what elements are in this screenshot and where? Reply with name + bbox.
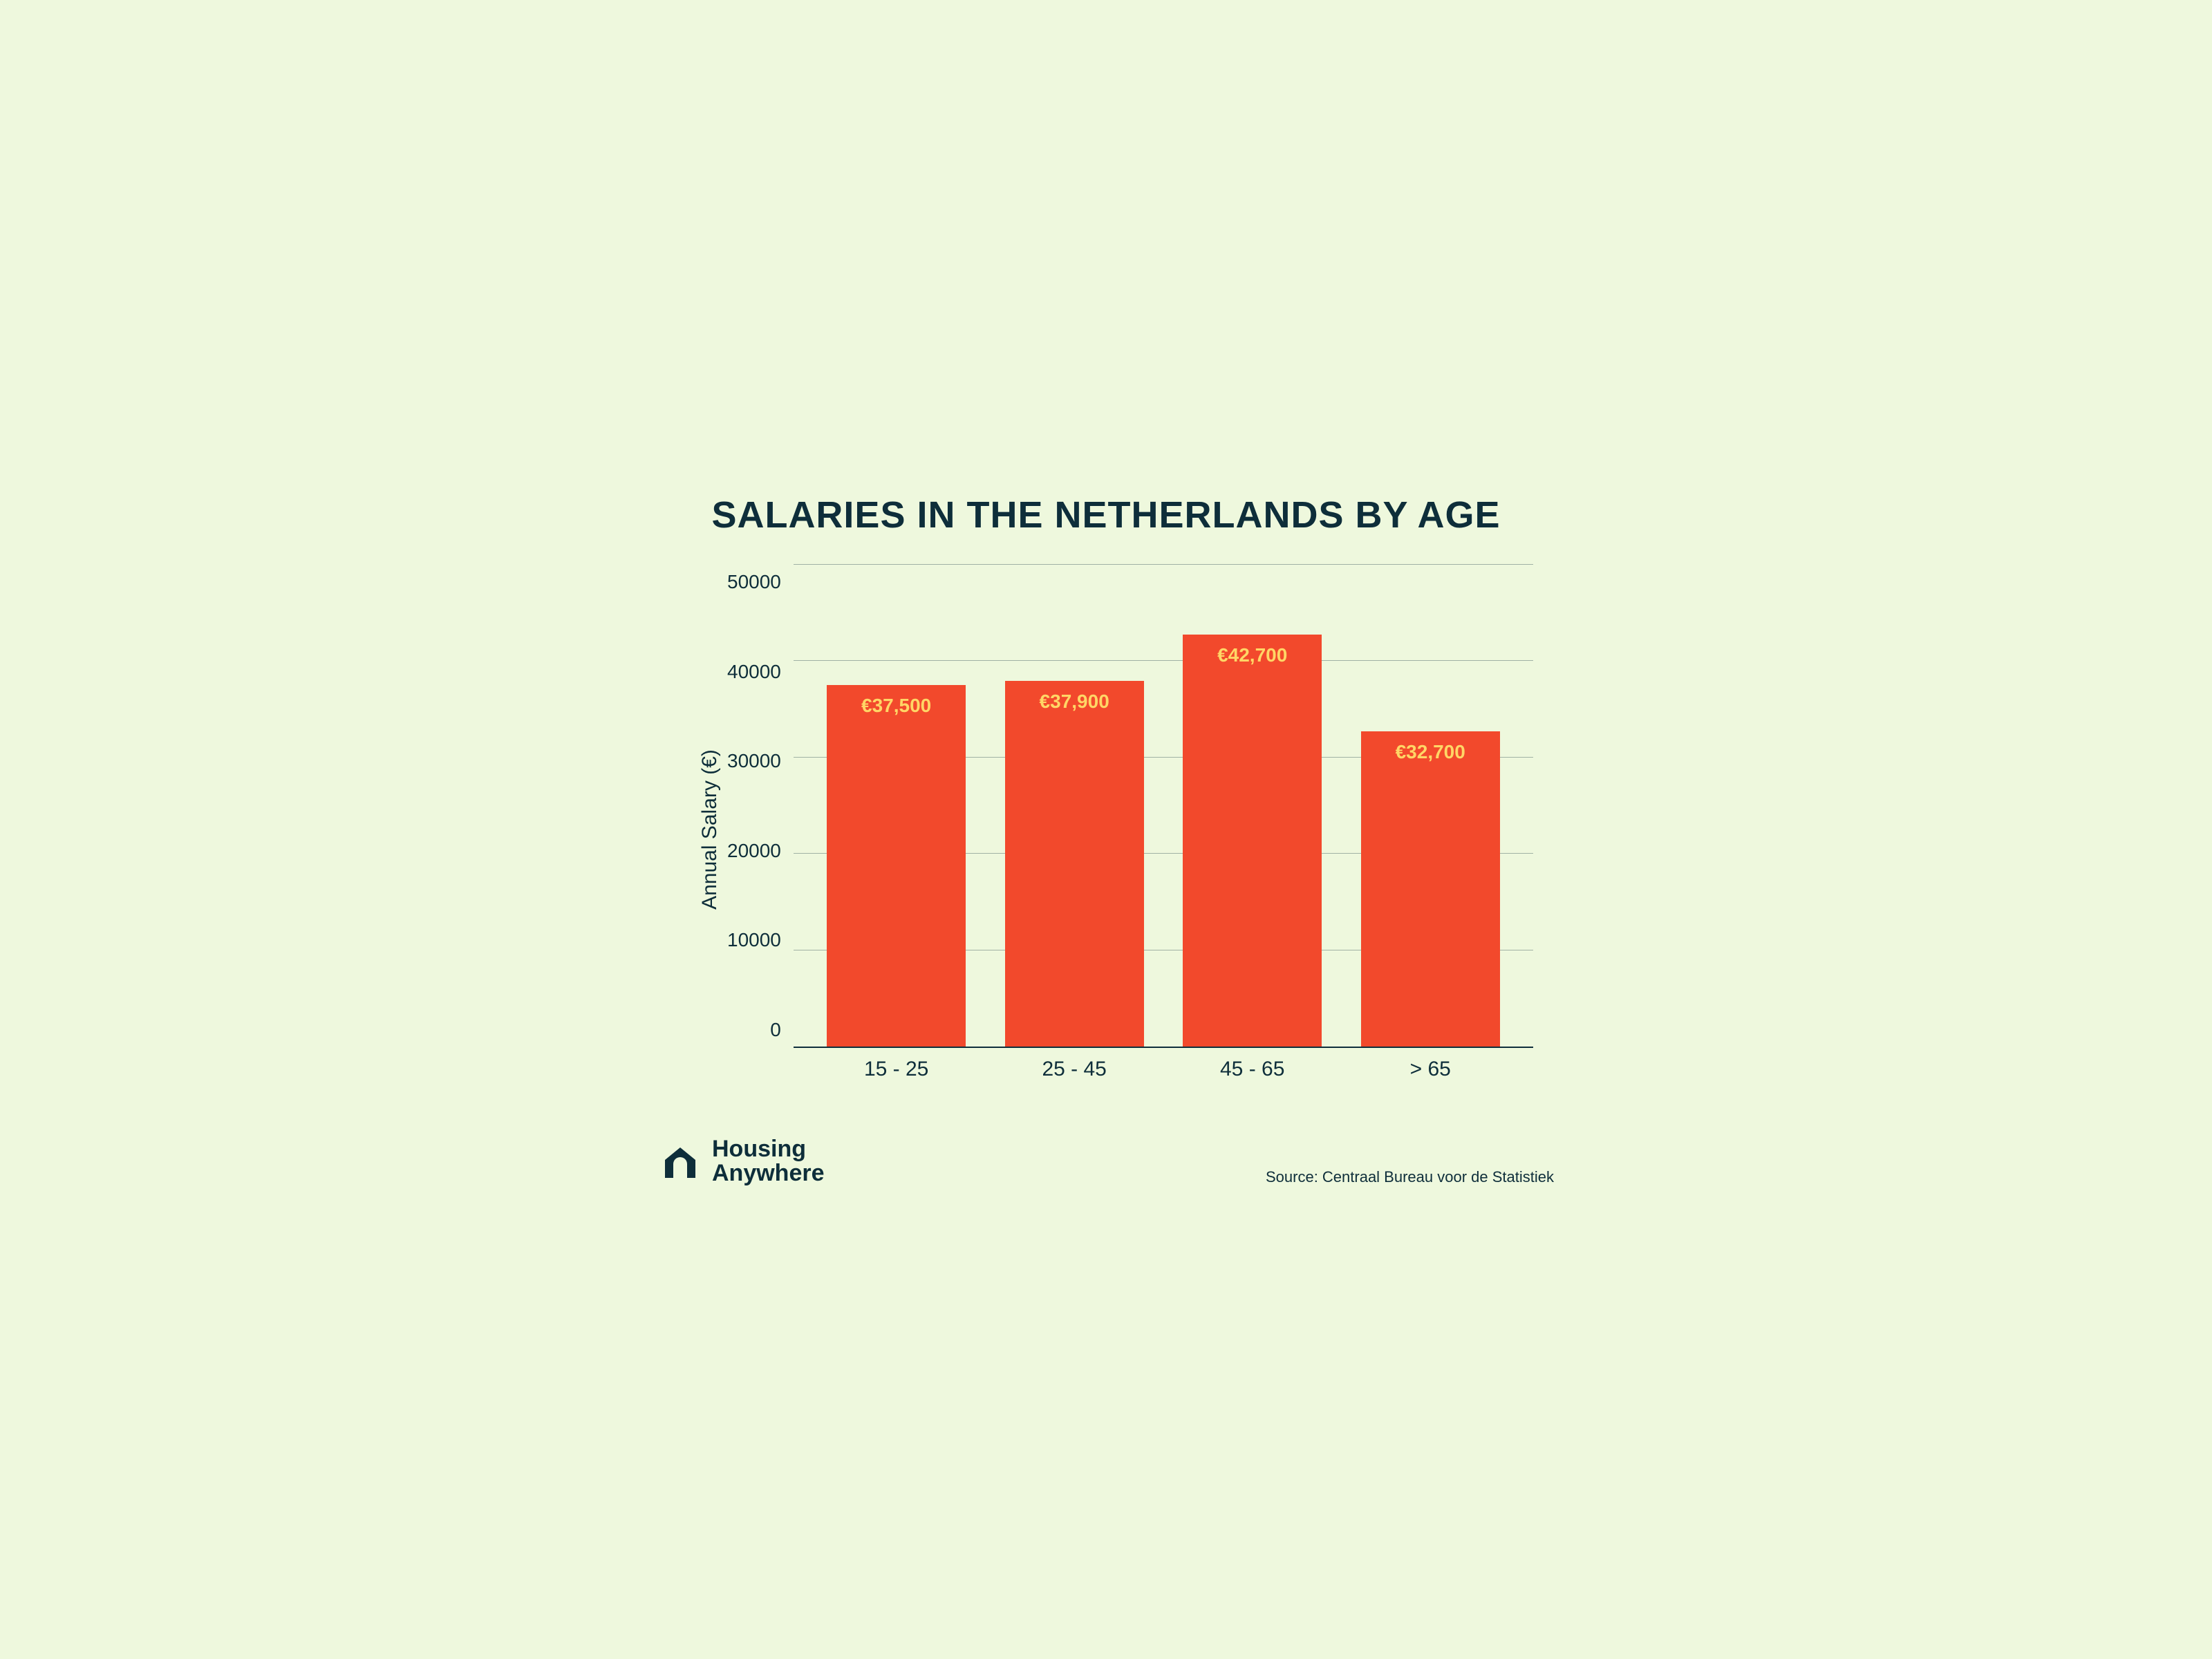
y-tick: 30000 (727, 750, 781, 772)
y-tick: 40000 (727, 661, 781, 683)
bar-value-label: €37,900 (1040, 691, 1109, 713)
y-axis-ticks: 50000 40000 30000 20000 10000 0 (727, 571, 794, 1041)
footer: Housing Anywhere Source: Centraal Bureau… (651, 1137, 1561, 1186)
x-tick: 15 - 25 (807, 1058, 986, 1081)
chart-area: Annual Salary (€) 50000 40000 30000 20000 10… (651, 564, 1561, 1096)
y-tick: 50000 (727, 571, 781, 593)
bar: €37,900 (1005, 681, 1144, 1047)
x-tick: > 65 (1341, 1058, 1519, 1081)
bar-slot: €42,700 (1163, 564, 1342, 1047)
y-axis-label-wrap: Annual Salary (€) (693, 564, 727, 1096)
brand-line-2: Anywhere (712, 1161, 825, 1186)
bar: €42,700 (1183, 635, 1322, 1047)
y-tick: 20000 (727, 840, 781, 862)
y-tick: 10000 (727, 929, 781, 951)
brand-mark-icon (658, 1139, 702, 1183)
y-tick: 0 (770, 1019, 781, 1041)
x-tick: 25 - 45 (985, 1058, 1163, 1081)
bar-value-label: €37,500 (861, 695, 931, 717)
brand-line-1: Housing (712, 1137, 825, 1162)
y-axis-label: Annual Salary (€) (698, 749, 722, 910)
plot-area: €37,500 €37,900 €42,700 €32,700 (794, 564, 1533, 1048)
bar-value-label: €32,700 (1396, 741, 1465, 763)
bar-value-label: €42,700 (1217, 644, 1287, 666)
bars-container: €37,500 €37,900 €42,700 €32,700 (794, 564, 1533, 1047)
plot-column: €37,500 €37,900 €42,700 €32,700 15 - 2525 -… (794, 564, 1533, 1096)
x-axis-ticks: 15 - 2525 - 4545 - 65> 65 (794, 1048, 1533, 1081)
infographic-page: SALARIES IN THE NETHERLANDS BY AGE Annua… (575, 431, 1637, 1228)
chart-title: SALARIES IN THE NETHERLANDS BY AGE (651, 494, 1561, 536)
bar: €37,500 (827, 685, 966, 1047)
bar-slot: €37,900 (985, 564, 1163, 1047)
bar: €32,700 (1361, 731, 1500, 1047)
brand-logo: Housing Anywhere (658, 1137, 825, 1186)
source-text: Source: Centraal Bureau voor de Statisti… (1266, 1168, 1554, 1186)
x-tick: 45 - 65 (1163, 1058, 1342, 1081)
brand-text: Housing Anywhere (712, 1137, 825, 1186)
bar-slot: €32,700 (1341, 564, 1519, 1047)
bar-slot: €37,500 (807, 564, 986, 1047)
